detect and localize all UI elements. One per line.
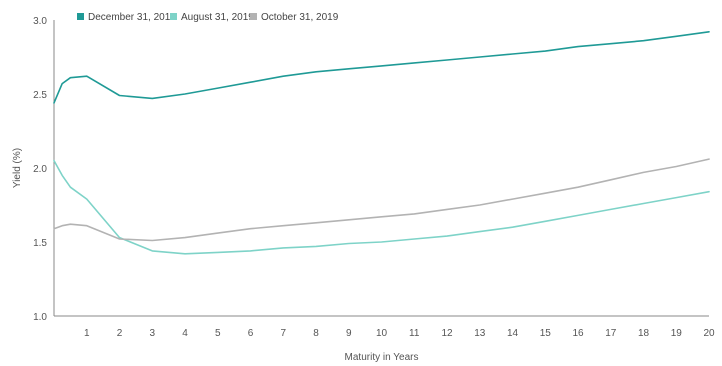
legend-label-1: December 31, 2018 bbox=[88, 12, 176, 23]
legend-swatch-1 bbox=[77, 13, 84, 20]
series-line-1 bbox=[53, 31, 710, 104]
x-tick-labels: 1 2 3 4 5 6 7 8 9 10 11 12 13 14 15 16 17 18 19 20 bbox=[84, 328, 715, 339]
x-tick-label: 4 bbox=[182, 328, 188, 339]
legend-label-2: August 31, 2019 bbox=[181, 12, 254, 23]
series-lines bbox=[53, 31, 710, 255]
x-tick-label: 15 bbox=[540, 328, 552, 339]
x-axis-title: Maturity in Years bbox=[345, 352, 419, 363]
x-tick-label: 13 bbox=[474, 328, 486, 339]
x-tick-label: 2 bbox=[117, 328, 123, 339]
y-tick-label: 1.0 bbox=[33, 312, 47, 323]
x-tick-label: 16 bbox=[572, 328, 584, 339]
x-tick-label: 3 bbox=[149, 328, 155, 339]
y-tick-label: 2.5 bbox=[33, 90, 47, 101]
legend-swatch-3 bbox=[250, 13, 257, 20]
x-tick-label: 11 bbox=[409, 328, 420, 339]
x-tick-label: 20 bbox=[703, 328, 715, 339]
x-tick-label: 18 bbox=[638, 328, 650, 339]
y-tick-label: 1.5 bbox=[33, 238, 47, 249]
legend-label-3: October 31, 2019 bbox=[261, 12, 339, 23]
series-line-3 bbox=[53, 158, 710, 242]
axes bbox=[53, 20, 709, 317]
x-tick-label: 17 bbox=[605, 328, 617, 339]
y-tick-label: 3.0 bbox=[33, 16, 47, 27]
x-tick-label: 12 bbox=[441, 328, 453, 339]
x-tick-label: 9 bbox=[346, 328, 352, 339]
x-tick-label: 19 bbox=[671, 328, 683, 339]
y-axis-title: Yield (%) bbox=[12, 148, 23, 188]
x-tick-label: 1 bbox=[84, 328, 90, 339]
series-line-2 bbox=[53, 159, 710, 255]
x-tick-label: 7 bbox=[280, 328, 286, 339]
y-tick-labels: 1.0 1.5 2.0 2.5 3.0 bbox=[33, 16, 47, 323]
x-tick-label: 5 bbox=[215, 328, 221, 339]
x-tick-label: 14 bbox=[507, 328, 519, 339]
legend: December 31, 2018 August 31, 2019 October … bbox=[77, 12, 339, 23]
x-tick-label: 6 bbox=[248, 328, 254, 339]
y-tick-label: 2.0 bbox=[33, 164, 47, 175]
legend-swatch-2 bbox=[170, 13, 177, 20]
x-tick-label: 8 bbox=[313, 328, 319, 339]
x-tick-label: 10 bbox=[376, 328, 388, 339]
